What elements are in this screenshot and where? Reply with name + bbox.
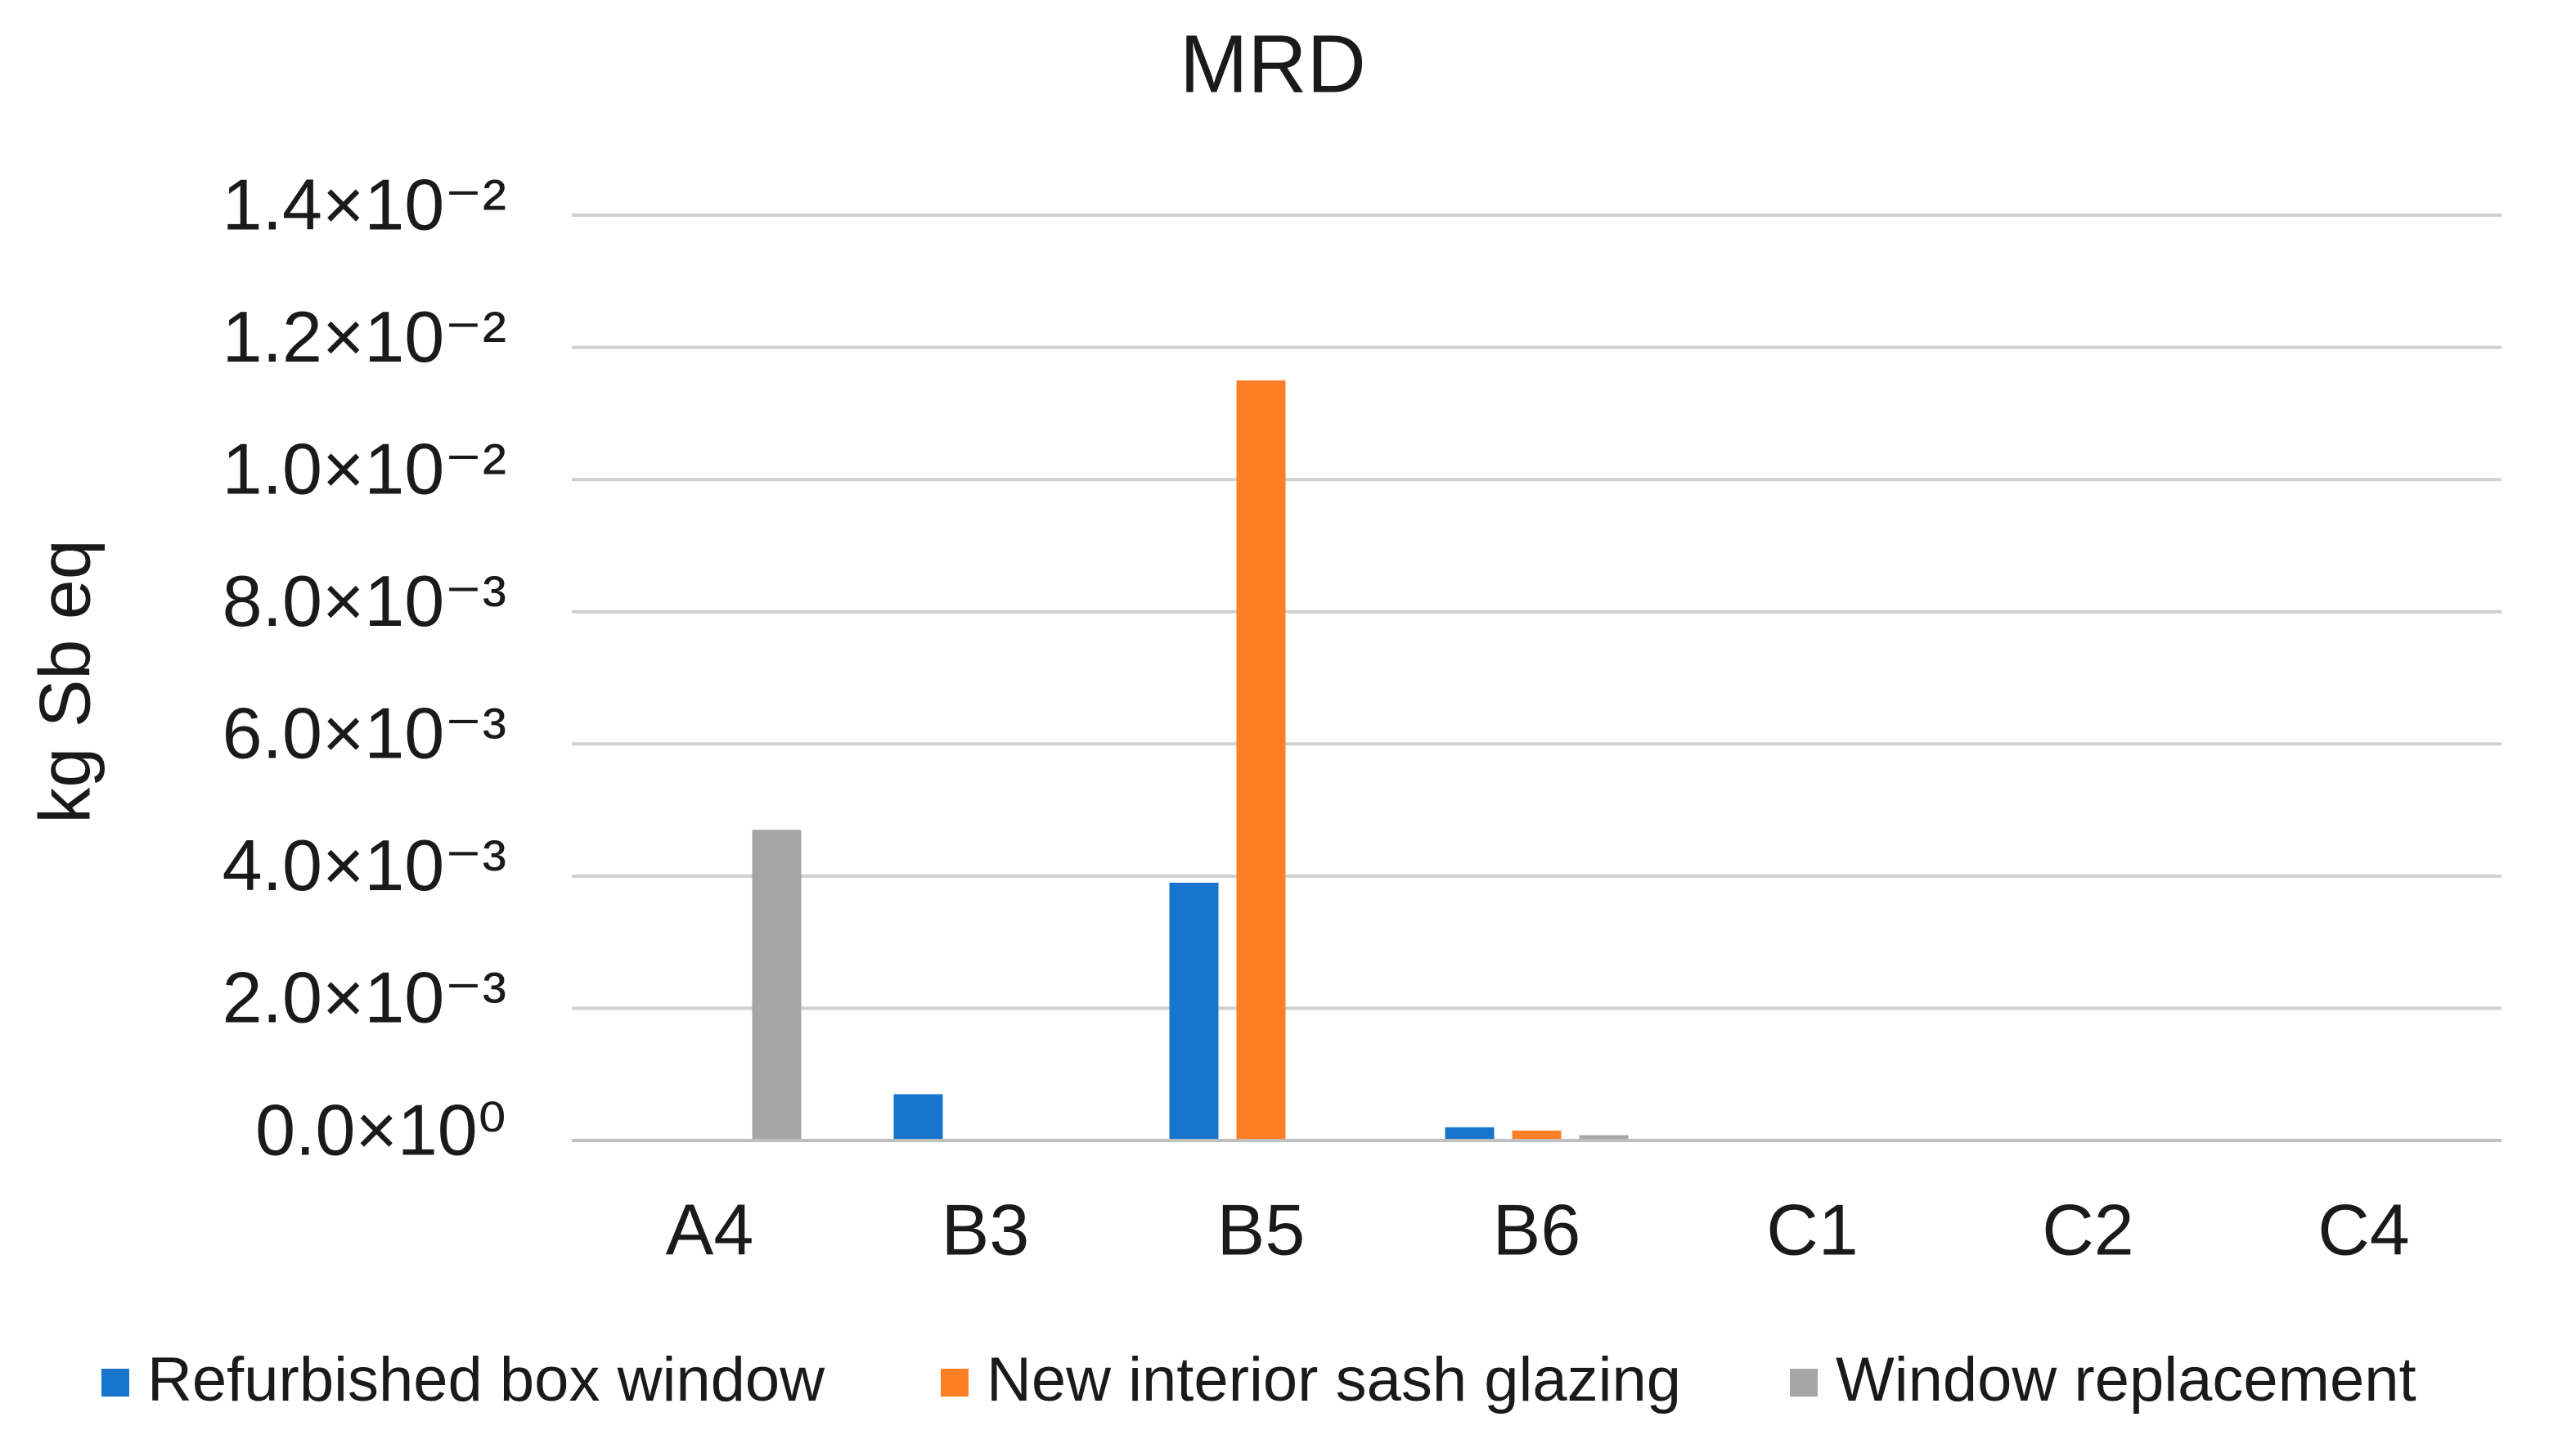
bar — [1445, 1127, 1495, 1140]
legend-swatch — [941, 1369, 969, 1397]
y-tick-label: 2.0×10⁻³ — [223, 957, 506, 1038]
legend-swatch — [1790, 1369, 1818, 1397]
bar — [1579, 1135, 1629, 1140]
bar — [1236, 380, 1286, 1140]
x-tick-label: B6 — [1493, 1189, 1581, 1270]
x-tick-label: C4 — [2318, 1189, 2410, 1270]
bar — [752, 830, 802, 1140]
legend-label: New interior sash glazing — [987, 1345, 1681, 1415]
chart-title: MRD — [1180, 18, 1366, 110]
x-tick-label: A4 — [666, 1189, 754, 1270]
legend-label: Window replacement — [1836, 1345, 2416, 1415]
y-tick-label: 6.0×10⁻³ — [223, 693, 506, 774]
bar — [1512, 1130, 1562, 1140]
y-tick-label: 8.0×10⁻³ — [223, 560, 506, 641]
y-axis-label: kg Sb eq — [24, 539, 105, 823]
y-tick-label: 4.0×10⁻³ — [223, 825, 506, 906]
bar — [893, 1094, 943, 1140]
x-tick-label: B3 — [942, 1189, 1030, 1270]
y-tick-label: 1.2×10⁻² — [223, 296, 506, 377]
legend-label: Refurbished box window — [147, 1345, 825, 1415]
x-tick-label: B5 — [1217, 1189, 1306, 1270]
legend-swatch — [101, 1369, 129, 1397]
x-tick-label: C1 — [1766, 1189, 1859, 1270]
bar — [1169, 882, 1219, 1140]
y-tick-label: 1.4×10⁻² — [223, 164, 506, 245]
x-tick-label: C2 — [2042, 1189, 2134, 1270]
y-tick-label: 0.0×10⁰ — [255, 1089, 506, 1170]
y-tick-label: 1.0×10⁻² — [223, 428, 506, 509]
